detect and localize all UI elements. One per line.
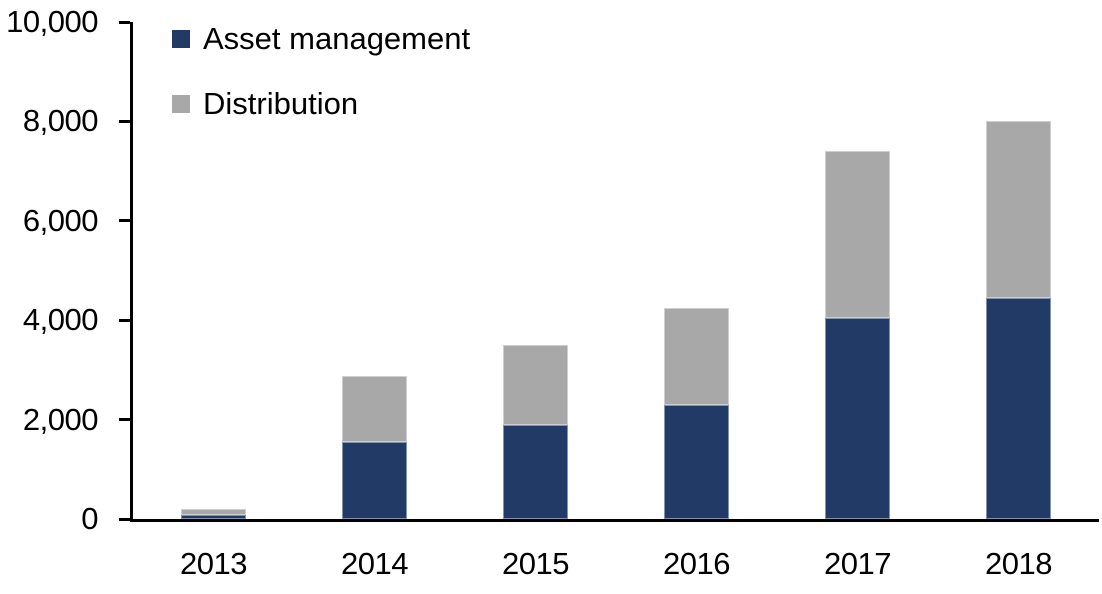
bar-segment-distribution-2017 [825,151,890,318]
bar-segment-distribution-2018 [986,121,1051,298]
legend-swatch-distribution [172,95,190,113]
y-axis-label: 8,000 [22,103,99,139]
bar-segment-asset-management-2014 [342,441,407,519]
y-axis-label: 10,000 [6,4,98,39]
y-axis-label: 4,000 [22,302,99,338]
legend-label-asset-management: Asset management [203,21,471,56]
legend-item-distribution: Distribution [172,86,470,121]
y-axis-tick [119,318,130,322]
x-axis-label-2015: 2015 [502,546,569,581]
bar-segment-asset-management-2017 [825,317,890,519]
x-axis-label-2013: 2013 [180,546,247,581]
bar-segment-distribution-2016 [664,307,729,405]
bar-segment-asset-management-2016 [664,404,729,519]
y-axis-tick [119,219,130,223]
bar-segment-distribution-2014 [342,376,407,442]
y-axis-tick [119,517,130,521]
bar-segment-asset-management-2013 [181,514,246,519]
x-axis-label-2016: 2016 [663,546,730,581]
y-axis-label: 0 [81,501,98,536]
x-axis-label-2018: 2018 [985,546,1052,581]
legend-swatch-asset-management [172,30,190,48]
bar-segment-asset-management-2018 [986,297,1051,519]
plot-area [119,20,1099,522]
y-axis-label: 6,000 [22,202,99,238]
bar-segment-distribution-2013 [181,508,246,515]
y-axis-label: 2,000 [22,401,99,437]
legend-item-asset-management: Asset management [172,21,471,56]
y-axis-tick [119,119,130,123]
bar-segment-asset-management-2015 [503,424,568,519]
x-axis-label-2014: 2014 [341,546,408,581]
x-axis-label-2017: 2017 [824,546,891,581]
bar-segment-distribution-2015 [503,345,568,425]
y-axis-tick [119,20,130,24]
legend-label-distribution: Distribution [203,86,359,121]
y-axis-tick [119,418,130,422]
legend: Asset management Distribution [172,21,471,158]
